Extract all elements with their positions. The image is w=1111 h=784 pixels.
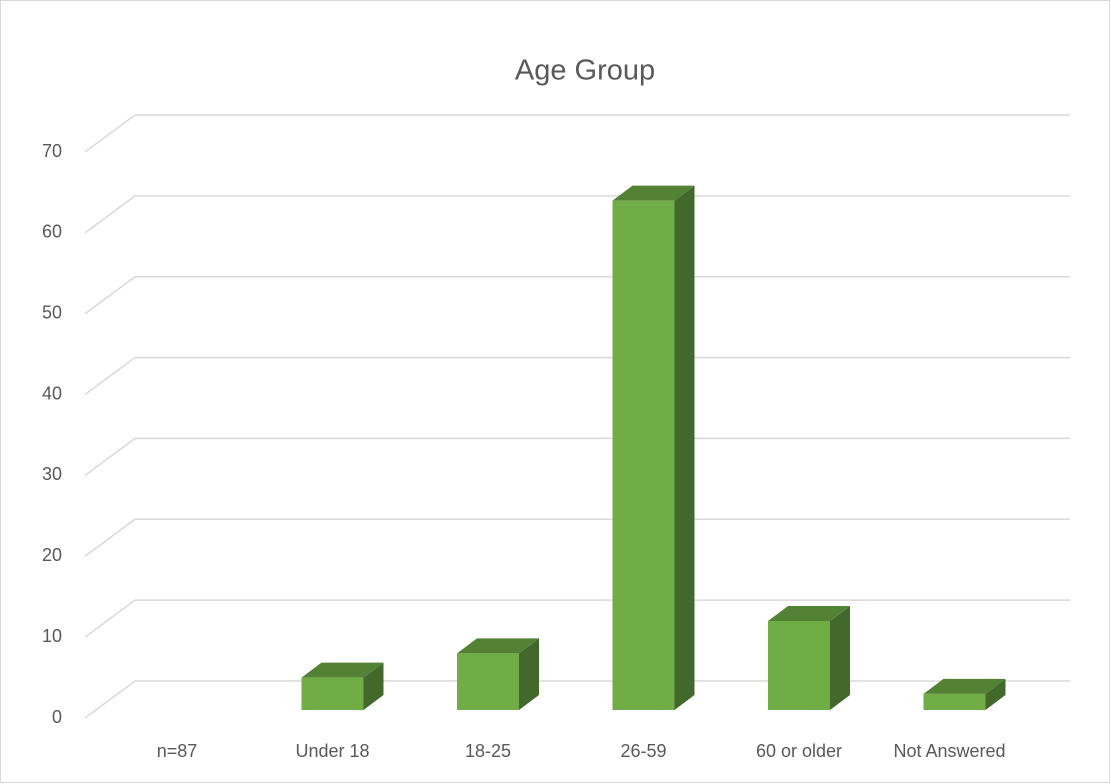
chart-title: Age Group xyxy=(515,55,655,87)
bar xyxy=(457,638,539,710)
bar-top xyxy=(457,638,539,654)
grid-line xyxy=(84,275,1070,315)
bar-side xyxy=(674,185,695,711)
grid-line xyxy=(84,195,1070,234)
y-tick-label: 50 xyxy=(42,302,62,322)
grid-line xyxy=(84,599,1070,638)
grid-line xyxy=(84,680,1070,719)
bar-front xyxy=(612,200,675,710)
x-tick-label: 26-59 xyxy=(620,741,666,761)
grid-line xyxy=(84,518,1070,557)
bar-front xyxy=(923,693,986,710)
y-tick-label: 60 xyxy=(42,222,62,242)
y-tick-label: 20 xyxy=(42,545,62,565)
bar-front xyxy=(768,621,830,710)
grid-line xyxy=(84,114,1070,153)
x-tick-label: 60 or older xyxy=(756,741,842,761)
y-tick-label: 30 xyxy=(42,464,62,484)
bar-side xyxy=(830,606,850,710)
x-tick-label: Not Answered xyxy=(893,741,1005,761)
y-tick-label: 10 xyxy=(42,626,62,646)
bar xyxy=(768,606,850,710)
bar-top xyxy=(612,185,695,201)
bar-front xyxy=(457,653,519,710)
bar-top xyxy=(768,606,850,622)
y-tick-label: 40 xyxy=(42,383,62,403)
grid-line xyxy=(84,356,1070,396)
bar xyxy=(612,185,695,711)
x-tick-label: 18-25 xyxy=(465,741,511,761)
grid-line xyxy=(84,437,1070,477)
y-tick-label: 70 xyxy=(42,141,62,161)
x-tick-label: n=87 xyxy=(157,741,198,761)
bar xyxy=(923,678,1006,710)
bar-side xyxy=(363,662,384,710)
y-tick-label: 0 xyxy=(52,707,62,727)
bar-top xyxy=(301,662,384,678)
bar-top xyxy=(923,678,1006,694)
x-tick-label: Under 18 xyxy=(295,741,369,761)
bar-side xyxy=(985,678,1006,710)
bar-front xyxy=(301,677,364,710)
bar-side xyxy=(519,638,539,710)
bar xyxy=(301,662,384,710)
